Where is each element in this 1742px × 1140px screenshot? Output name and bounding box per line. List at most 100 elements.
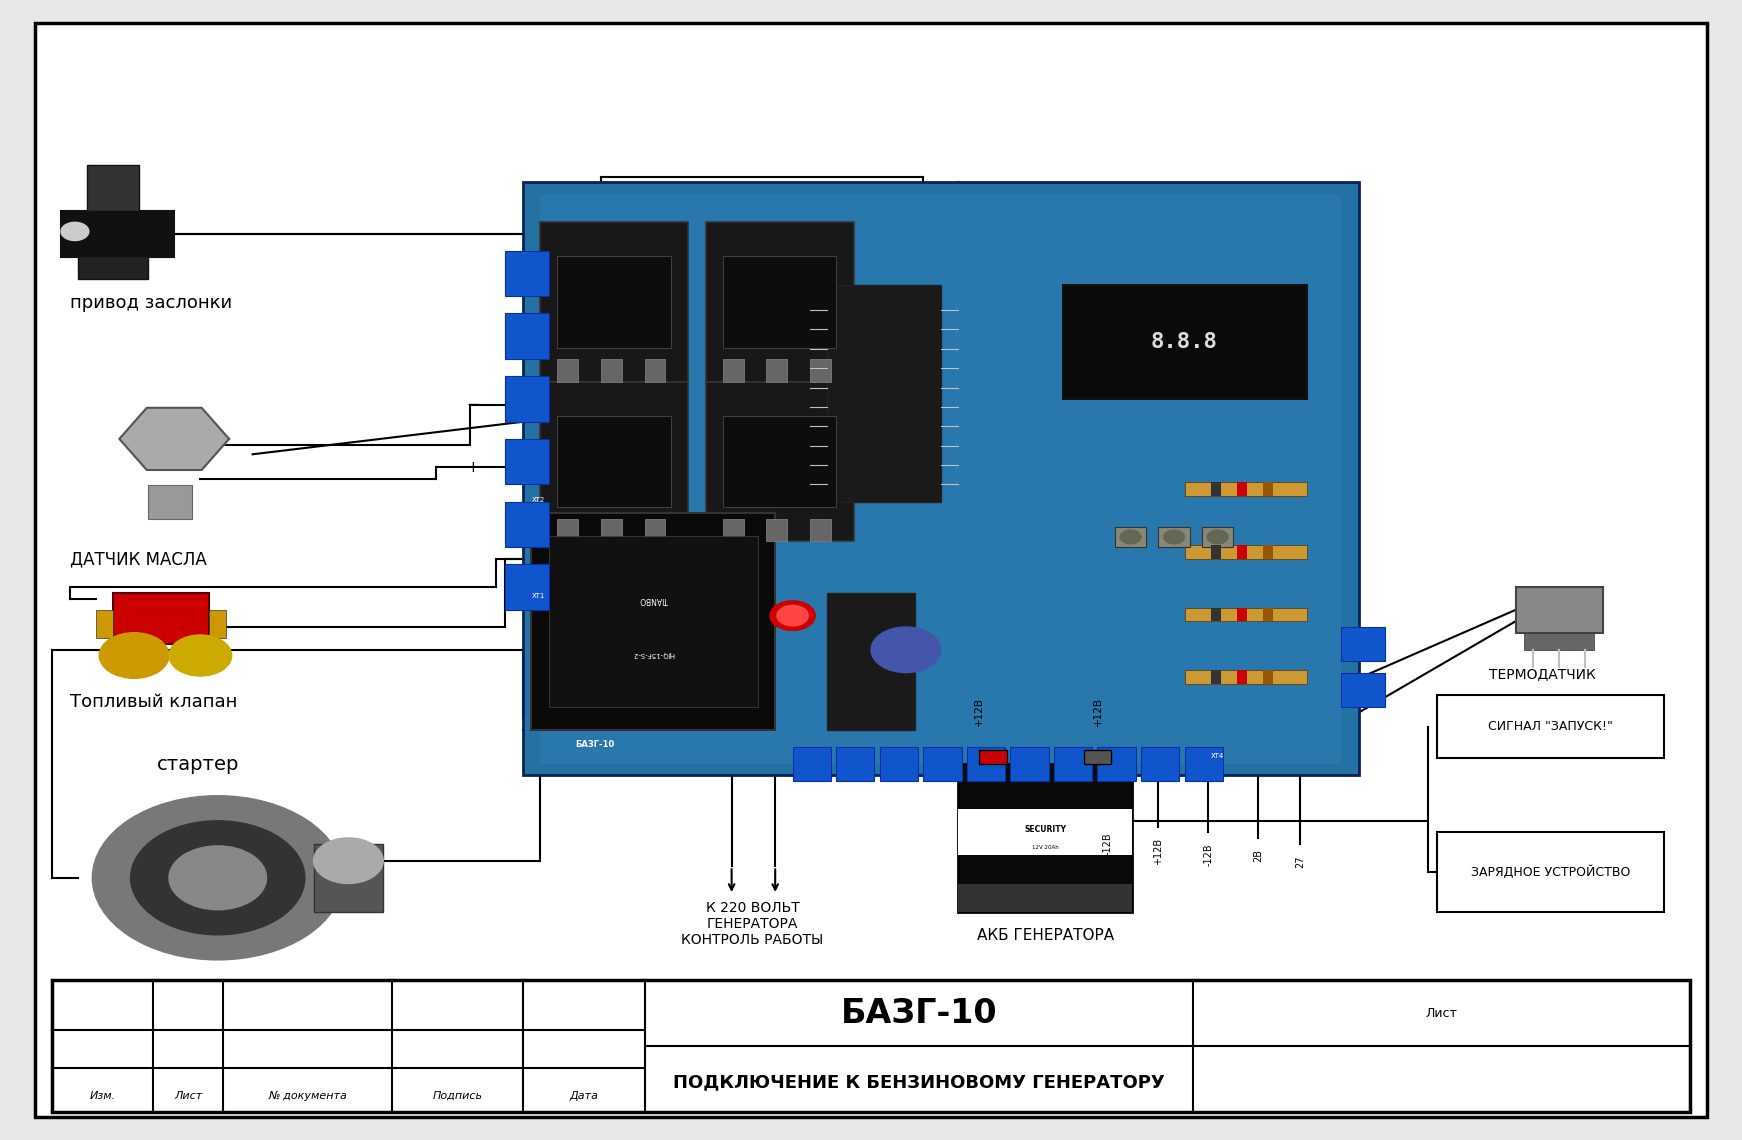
Bar	[827, 285, 941, 502]
Bar	[540, 194, 1341, 764]
Bar	[1211, 482, 1221, 496]
Bar	[1516, 587, 1603, 633]
Text: XT4: XT4	[1211, 754, 1225, 759]
Text: -12В: -12В	[1103, 832, 1113, 855]
Text: Лист: Лист	[174, 1091, 202, 1101]
Bar	[1211, 670, 1221, 684]
Bar	[505, 439, 549, 484]
Circle shape	[169, 846, 267, 910]
Circle shape	[92, 796, 343, 960]
Bar	[1185, 747, 1223, 781]
Bar	[723, 416, 836, 507]
Text: АКБ ГЕНЕРАТОРА: АКБ ГЕНЕРАТОРА	[977, 928, 1113, 944]
Bar	[557, 359, 578, 382]
Bar	[96, 610, 113, 638]
Circle shape	[1120, 530, 1141, 544]
Text: Подпись: Подпись	[434, 1091, 483, 1101]
Text: ТЕРМОДАТЧИК: ТЕРМОДАТЧИК	[1489, 667, 1596, 682]
Bar	[1097, 747, 1136, 781]
Bar	[1237, 608, 1247, 621]
Bar	[505, 251, 549, 296]
Bar	[810, 519, 831, 542]
Text: К 220 ВОЛЬТ
ГЕНЕРАТОРА
КОНТРОЛЬ РАБОТЫ: К 220 ВОЛЬТ ГЕНЕРАТОРА КОНТРОЛЬ РАБОТЫ	[681, 901, 824, 947]
Bar	[1237, 670, 1247, 684]
Bar	[723, 359, 744, 382]
Bar	[645, 359, 665, 382]
Text: +12В: +12В	[1153, 838, 1164, 865]
Bar	[766, 359, 787, 382]
Text: ЗАРЯДНОЕ УСТРОЙСТВО: ЗАРЯДНОЕ УСТРОЙСТВО	[1470, 865, 1631, 879]
Bar	[1185, 482, 1306, 496]
Bar	[1263, 482, 1273, 496]
Text: 12V 20Ah: 12V 20Ah	[1031, 845, 1059, 849]
Circle shape	[131, 821, 305, 935]
Bar	[1115, 527, 1146, 547]
Text: Лист: Лист	[1425, 1007, 1458, 1019]
Bar	[540, 382, 688, 542]
Bar	[531, 513, 775, 730]
Bar	[1010, 747, 1049, 781]
Bar	[880, 747, 918, 781]
Text: XT1: XT1	[531, 594, 545, 600]
Bar	[601, 359, 622, 382]
Bar	[1084, 750, 1111, 764]
Bar	[549, 536, 758, 707]
Bar	[723, 519, 744, 542]
Bar	[505, 564, 549, 610]
Bar	[61, 211, 174, 256]
Bar	[958, 764, 1132, 912]
Bar	[1524, 633, 1594, 650]
Circle shape	[1207, 530, 1228, 544]
Bar	[1263, 545, 1273, 559]
Bar	[78, 256, 148, 279]
Bar	[958, 884, 1132, 912]
Bar	[1185, 545, 1306, 559]
Bar	[52, 980, 1690, 1112]
Bar	[87, 165, 139, 211]
Bar	[505, 502, 549, 547]
Bar	[1185, 608, 1306, 621]
Text: Дата: Дата	[570, 1091, 598, 1101]
Circle shape	[61, 222, 89, 241]
Text: 27: 27	[1296, 855, 1305, 868]
Text: БАЗГ-10: БАЗГ-10	[575, 740, 615, 749]
Bar	[958, 809, 1132, 855]
Bar	[505, 314, 549, 359]
Polygon shape	[118, 408, 230, 470]
Bar	[766, 519, 787, 542]
Bar	[1211, 545, 1221, 559]
Circle shape	[169, 635, 232, 676]
Bar	[706, 222, 854, 382]
Text: −: −	[467, 397, 479, 413]
Text: СИГНАЛ "ЗАПУСК!": СИГНАЛ "ЗАПУСК!"	[1488, 720, 1613, 733]
Text: +: +	[467, 459, 479, 475]
Text: SECURITY: SECURITY	[1024, 825, 1066, 834]
Bar	[540, 222, 688, 382]
Circle shape	[314, 838, 383, 884]
Bar	[1237, 482, 1247, 496]
Circle shape	[1164, 530, 1185, 544]
Bar	[827, 593, 915, 730]
Bar	[923, 747, 962, 781]
Bar	[1437, 832, 1664, 912]
Text: Изм.: Изм.	[91, 1091, 115, 1101]
Text: -12В: -12В	[1204, 844, 1212, 866]
Bar	[505, 376, 549, 422]
Bar	[1341, 673, 1385, 707]
Text: ПОДКЛЮЧЕНИЕ К БЕНЗИНОВОМУ ГЕНЕРАТОРУ: ПОДКЛЮЧЕНИЕ К БЕНЗИНОВОМУ ГЕНЕРАТОРУ	[672, 1074, 1165, 1092]
Bar	[706, 382, 854, 542]
Text: +12В: +12В	[974, 697, 984, 726]
Text: Топливый клапан: Топливый клапан	[70, 693, 237, 711]
Bar	[1202, 527, 1233, 547]
Bar	[557, 256, 671, 348]
Text: стартер: стартер	[157, 755, 239, 774]
Bar	[209, 610, 226, 638]
Text: № документа: № документа	[268, 1091, 348, 1101]
Bar	[1063, 285, 1306, 399]
Bar	[557, 519, 578, 542]
Text: TIANBO: TIANBO	[639, 595, 667, 604]
Bar	[557, 416, 671, 507]
Bar	[1141, 747, 1179, 781]
Bar	[1185, 670, 1306, 684]
Bar	[810, 359, 831, 382]
